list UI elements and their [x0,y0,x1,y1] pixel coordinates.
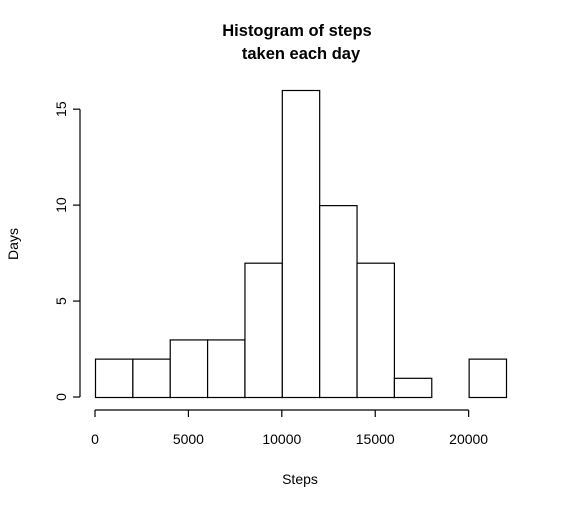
x-axis-label: Steps [282,471,318,487]
y-tick-label: 5 [53,297,69,305]
histogram-bar [132,358,171,399]
histogram-bar [468,358,508,399]
histogram-bars [94,89,508,399]
histogram-bar [244,262,283,399]
histogram-bar [206,339,246,399]
chart-title-line-1: Histogram of steps [222,22,371,40]
y-axis: 0 5 10 15 [53,101,81,401]
x-tick-label: 20000 [449,431,488,447]
chart-title: Histogram of steps taken each day [222,22,371,63]
histogram-bar [393,377,433,399]
x-tick-label: 10000 [262,431,301,447]
y-tick-label: 10 [53,197,69,213]
y-tick-label: 15 [53,101,69,117]
x-axis: 0 5000 10000 15000 20000 [91,409,488,447]
x-tick-label: 0 [91,431,99,447]
histogram-bar [356,262,396,399]
histogram-bar [319,205,358,399]
x-tick-label: 15000 [356,431,395,447]
y-axis-label: Days [5,228,21,260]
histogram-bar [281,89,321,399]
x-tick-label: 5000 [173,431,204,447]
chart-title-line-2: taken each day [242,45,361,63]
y-tick-label: 0 [53,393,69,401]
histogram-bar [169,339,209,399]
histogram-bar [94,358,134,399]
